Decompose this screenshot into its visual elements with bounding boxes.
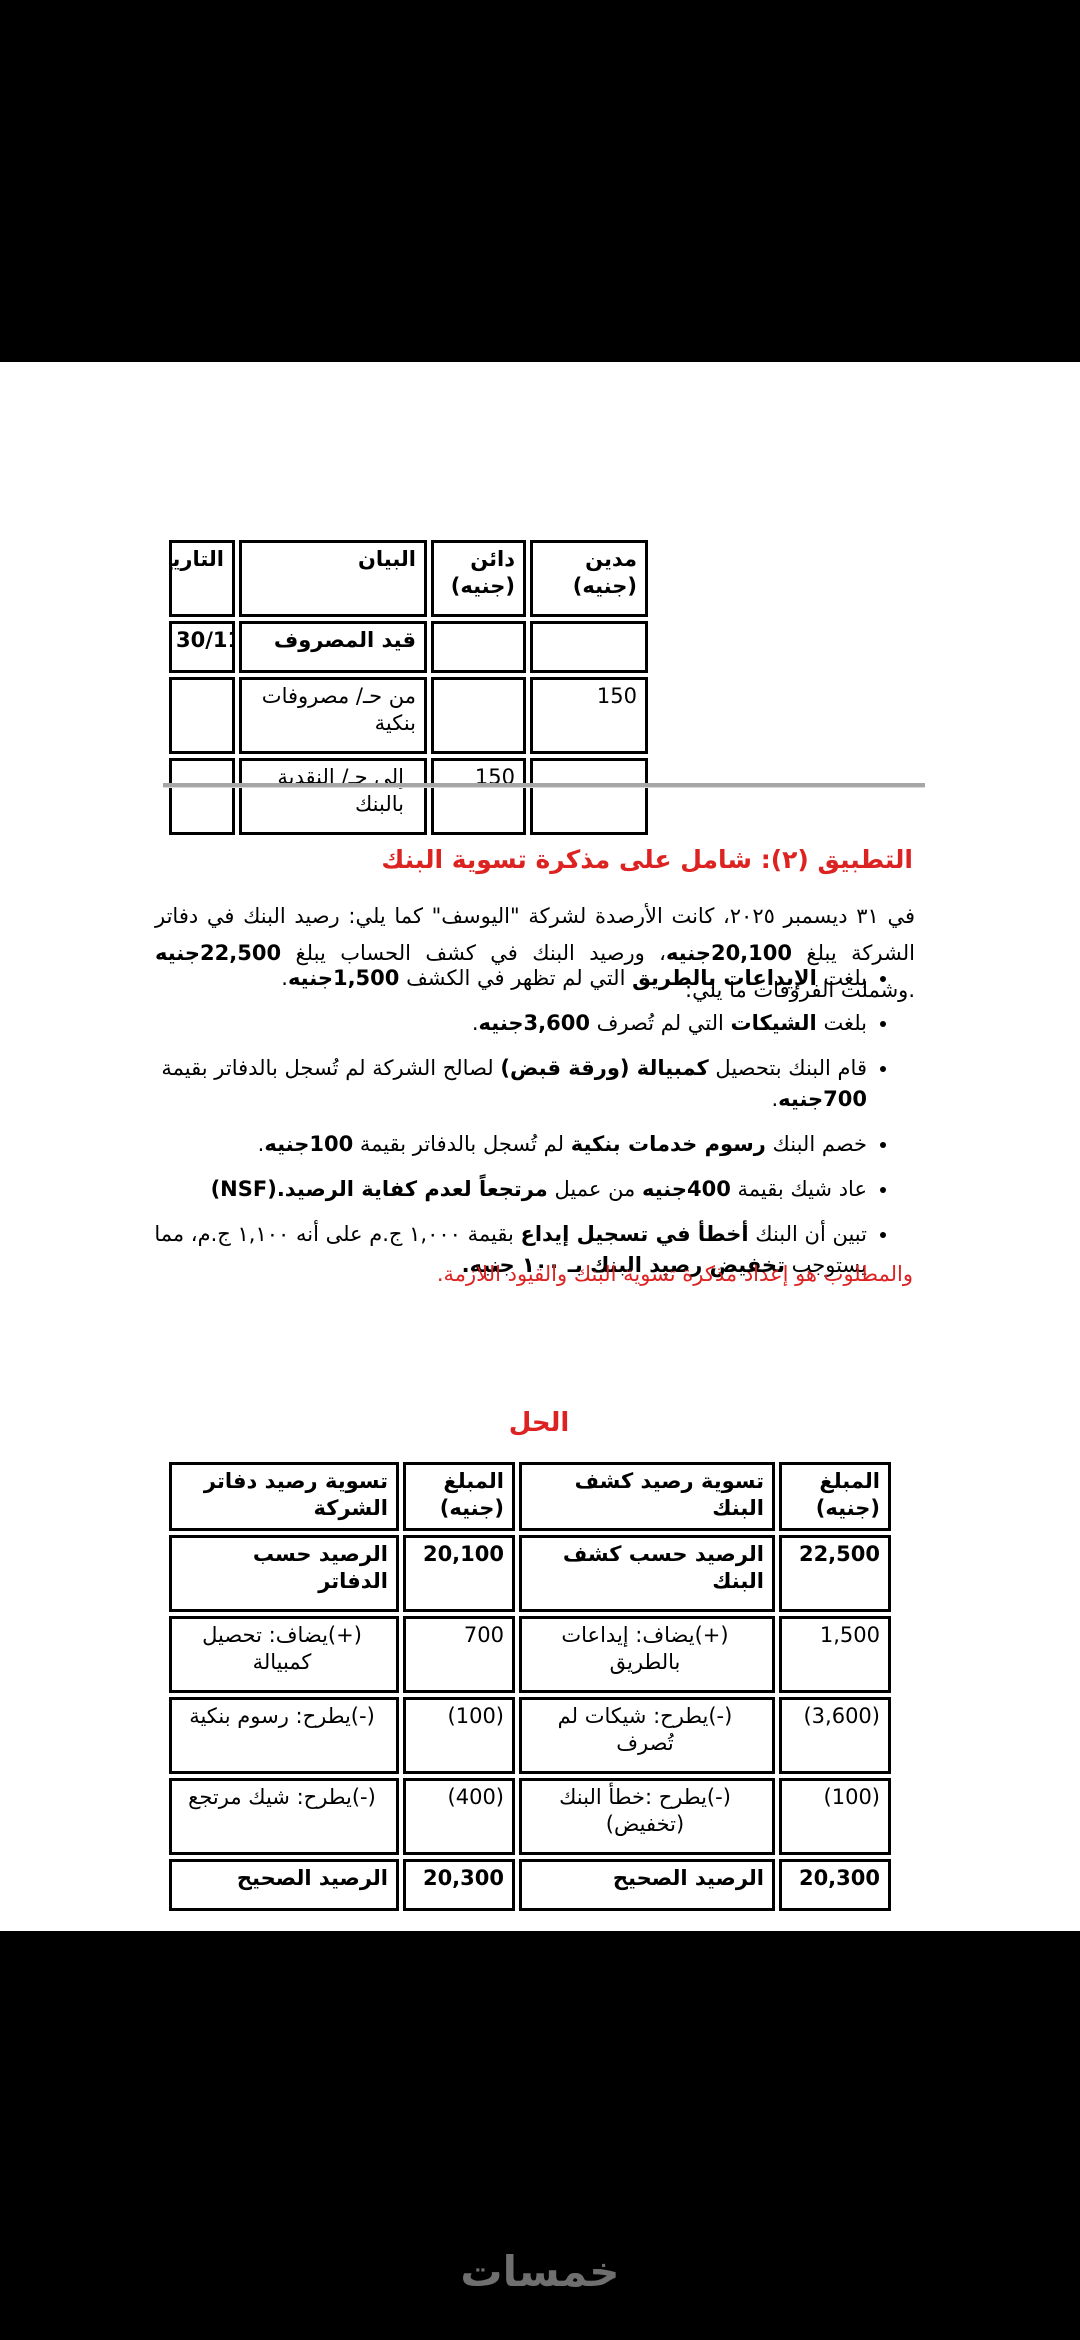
khamsat-logo: خمسات xyxy=(460,2247,620,2296)
journal-cell-date: 30/11 xyxy=(169,621,235,673)
reconciliation-header-row: المبلغ (جنيه) تسوية رصيد كشف البنك المبل… xyxy=(169,1462,891,1531)
journal-entry-table: مدين (جنيه) دائن (جنيه) البيان التاريخ ق… xyxy=(165,536,652,839)
cell-books-label: (-)يطرح: شيك مرتجع xyxy=(169,1778,399,1855)
cell-bank-amount: 20,300 xyxy=(779,1859,891,1911)
journal-cell-debit: 150 xyxy=(530,677,648,754)
intro-paragraph: في ٣١ ديسمبر ٢٠٢٥، كانت الأرصدة لشركة "ا… xyxy=(155,904,915,1002)
journal-header-date: التاريخ xyxy=(169,540,235,617)
cell-bank-amount: (3,600) xyxy=(779,1697,891,1774)
list-item-bank-fees: خصم البنك رسوم خدمات بنكية لم تُسجل بالد… xyxy=(148,1129,867,1160)
row-deductions-1: (3,600) (-)يطرح: شيكات لم تُصرف (100) (-… xyxy=(169,1697,891,1774)
journal-header-row: مدين (جنيه) دائن (جنيه) البيان التاريخ xyxy=(169,540,648,617)
cell-books-amount: 700 xyxy=(403,1616,515,1693)
list-item-nsf-check: عاد شيك بقيمة 400جنيه من عميل مرتجعاً لع… xyxy=(148,1174,867,1205)
journal-cell-description: إلى حـ/ النقدية بالبنك xyxy=(239,758,427,835)
journal-cell-credit xyxy=(431,621,526,673)
journal-cell-date xyxy=(169,758,235,835)
list-item-bank-error: تبين أن البنك أخطأ في تسجيل إيداع بقيمة … xyxy=(148,1219,867,1281)
reconciliation-table: المبلغ (جنيه) تسوية رصيد كشف البنك المبل… xyxy=(165,1458,895,1915)
list-item-note-collected: قام البنك بتحصيل كمبيالة (ورقة قبض) لصال… xyxy=(148,1053,867,1115)
top-letterbox xyxy=(0,0,1080,362)
bottom-letterbox xyxy=(0,1931,1080,2340)
horizontal-rule xyxy=(163,783,925,788)
journal-row-title: قيد المصروف 30/11 xyxy=(169,621,648,673)
journal-row-debit-entry: 150 من حـ/ مصروفات بنكية xyxy=(169,677,648,754)
row-opening-balances: 22,500 الرصيد حسب كشف البنك 20,100 الرصي… xyxy=(169,1535,891,1612)
journal-cell-debit xyxy=(530,758,648,835)
cell-books-amount: 20,300 xyxy=(403,1859,515,1911)
journal-cell-date xyxy=(169,677,235,754)
cell-bank-amount: (100) xyxy=(779,1778,891,1855)
row-additions: 1,500 (+)يضاف: إيداعات بالطريق 700 (+)يض… xyxy=(169,1616,891,1693)
journal-row-credit-entry: 150 إلى حـ/ النقدية بالبنك xyxy=(169,758,648,835)
cell-bank-label: الرصيد حسب كشف البنك xyxy=(519,1535,775,1612)
journal-cell-description: من حـ/ مصروفات بنكية xyxy=(239,677,427,754)
cell-books-label: (-)يطرح: رسوم بنكية xyxy=(169,1697,399,1774)
cell-bank-label: (-)يطرح :خطأ البنك (تخفيض) xyxy=(519,1778,775,1855)
header-bank-statement-side: تسوية رصيد كشف البنك xyxy=(519,1462,775,1531)
journal-cell-credit xyxy=(431,677,526,754)
row-deductions-2: (100) (-)يطرح :خطأ البنك (تخفيض) (400) (… xyxy=(169,1778,891,1855)
journal-header-description: البيان xyxy=(239,540,427,617)
requirement-line: والمطلوب هو إعداد مذكرة تسوية البنك والق… xyxy=(436,1262,913,1286)
cell-books-label: (+)يضاف: تحصيل كمبيالة xyxy=(169,1616,399,1693)
header-amount-bank: المبلغ (جنيه) xyxy=(779,1462,891,1531)
cell-books-amount: (100) xyxy=(403,1697,515,1774)
cell-books-amount: 20,100 xyxy=(403,1535,515,1612)
section-title: التطبيق (٢): شامل على مذكرة تسوية البنك xyxy=(381,845,913,874)
cell-bank-label: الرصيد الصحيح xyxy=(519,1859,775,1911)
journal-cell-credit: 150 xyxy=(431,758,526,835)
list-item-deposits-in-transit: بلغت الإيداعات بالطريق التي لم تظهر في ا… xyxy=(148,963,867,994)
journal-cell-debit xyxy=(530,621,648,673)
solution-title: الحل xyxy=(508,1408,570,1438)
cell-bank-label: (-)يطرح: شيكات لم تُصرف xyxy=(519,1697,775,1774)
header-company-books-side: تسوية رصيد دفاتر الشركة xyxy=(169,1462,399,1531)
differences-list: بلغت الإيداعات بالطريق التي لم تظهر في ا… xyxy=(148,963,915,1295)
cell-books-label: الرصيد الصحيح xyxy=(169,1859,399,1911)
cell-books-label: الرصيد حسب الدفاتر xyxy=(169,1535,399,1612)
cell-bank-label: (+)يضاف: إيداعات بالطريق xyxy=(519,1616,775,1693)
cell-books-amount: (400) xyxy=(403,1778,515,1855)
cell-bank-amount: 22,500 xyxy=(779,1535,891,1612)
cell-bank-amount: 1,500 xyxy=(779,1616,891,1693)
journal-header-debit: مدين (جنيه) xyxy=(530,540,648,617)
journal-header-credit: دائن (جنيه) xyxy=(431,540,526,617)
journal-cell-description: قيد المصروف xyxy=(239,621,427,673)
list-item-outstanding-checks: بلغت الشيكات التي لم تُصرف 3,600جنيه. xyxy=(148,1008,867,1039)
header-amount-books: المبلغ (جنيه) xyxy=(403,1462,515,1531)
row-correct-balance: 20,300 الرصيد الصحيح 20,300 الرصيد الصحي… xyxy=(169,1859,891,1911)
